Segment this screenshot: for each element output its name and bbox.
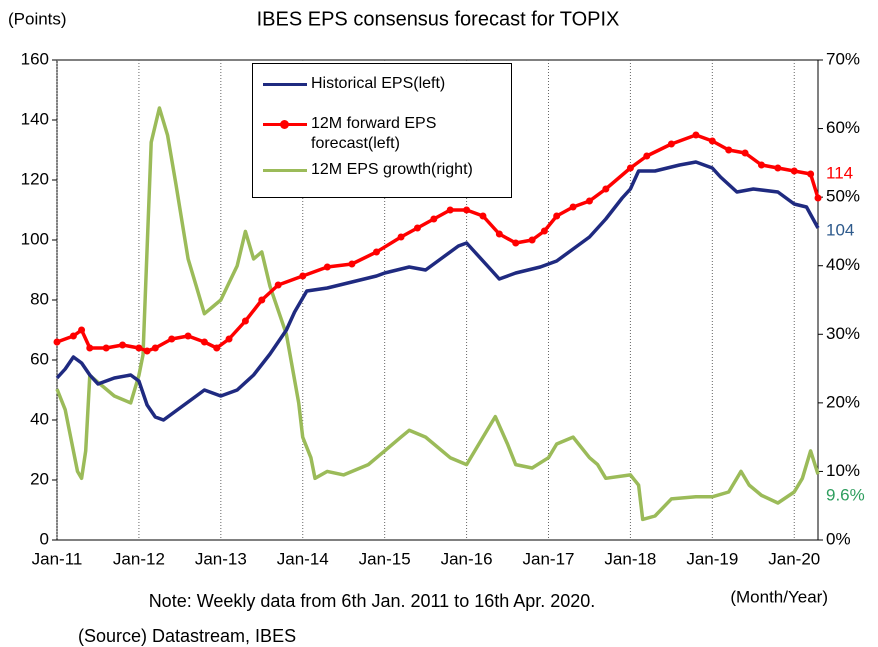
point [184,332,192,340]
y-tick-label: 40 [30,409,49,428]
point [430,215,438,223]
point [168,335,176,343]
point [667,140,675,148]
x-tick-label: Jan-16 [441,549,493,568]
point [258,296,266,304]
point [708,137,716,145]
point [348,260,356,268]
point [512,239,520,247]
point [372,248,380,256]
point [413,224,421,232]
point [540,227,548,235]
point [790,167,798,175]
point [814,194,822,202]
legend-label: Historical EPS(left) [311,75,446,92]
y-tick-label: 160 [21,49,49,68]
y2-tick-label: 60% [826,118,860,137]
x-tick-label: Jan-18 [604,549,656,568]
point [143,347,151,355]
point [78,326,86,334]
point [299,272,307,280]
line-series [55,160,820,422]
point [585,197,593,205]
y-tick-label: 120 [21,169,49,188]
y-tick-label: 20 [30,469,49,488]
x-tick-label: Jan-14 [277,549,329,568]
point [807,170,815,178]
legend-swatch [263,83,307,86]
point [643,152,651,160]
point [200,338,208,346]
point [53,338,61,346]
point [119,341,127,349]
legend: Historical EPS(left) 12M forward EPS fore… [252,63,512,198]
y-tick-label: 80 [30,289,49,308]
y-tick-label: 100 [21,229,49,248]
y2-tick-label: 0% [826,529,851,548]
point [86,344,94,352]
point [69,332,77,340]
x-tick-label: Jan-13 [195,549,247,568]
point [602,185,610,193]
y2-tick-label: 70% [826,49,860,68]
legend-label: 12M EPS growth(right) [311,161,473,178]
legend-swatch [263,169,307,172]
point [463,206,471,214]
point [553,212,561,220]
x-tick-label: Jan-19 [686,549,738,568]
point [323,263,331,271]
point [151,344,159,352]
end-label: 104 [826,220,854,239]
point [725,146,733,154]
x-tick-label: Jan-11 [32,549,83,568]
note: Note: Weekly data from 6th Jan. 2011 to … [149,591,596,611]
x-tick-label: Jan-20 [768,549,820,568]
y2-tick-label: 30% [826,324,860,343]
point [225,335,233,343]
end-label: 114 [826,163,853,182]
point [774,164,782,172]
point [569,203,577,211]
point [692,131,700,139]
y-tick-label: 60 [30,349,49,368]
point [626,164,634,172]
point [135,344,143,352]
y-axis-label: (Points) [8,9,67,28]
legend-label: 12M forward EPS forecast(left) [311,115,437,152]
point [741,149,749,157]
x-tick-label: Jan-15 [359,549,411,568]
point [495,230,503,238]
y2-tick-label: 10% [826,461,860,480]
point [274,281,282,289]
point [213,344,221,352]
chart-title: IBES EPS consensus forecast for TOPIX [257,8,620,30]
point [528,236,536,244]
point [479,212,487,220]
point [446,206,454,214]
legend-marker [280,120,289,129]
line-series [55,106,820,522]
source: (Source) Datastream, IBES [78,626,296,646]
point [241,317,249,325]
x-tick-label: Jan-17 [523,549,575,568]
y-tick-label: 140 [21,109,49,128]
y2-tick-label: 40% [826,255,860,274]
point [397,233,405,241]
end-label: 9.6% [826,486,865,505]
point [757,161,765,169]
y-tick-label: 0 [40,529,49,548]
x-tick-label: Jan-12 [113,549,165,568]
y2-tick-label: 50% [826,187,860,206]
point [102,344,110,352]
y2-tick-label: 20% [826,392,860,411]
x-axis-label: (Month/Year) [730,587,828,606]
